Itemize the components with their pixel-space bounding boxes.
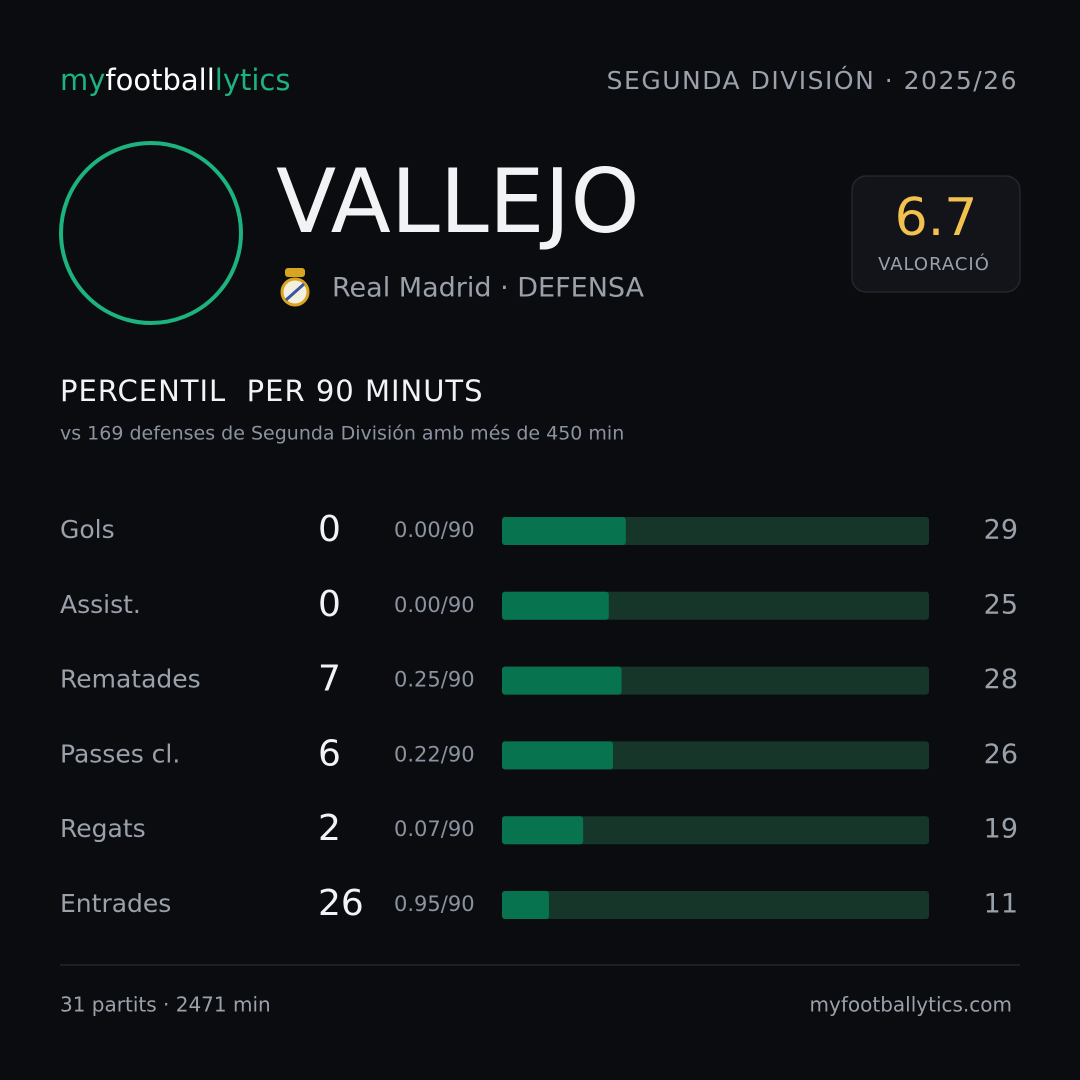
percentile-value: 26 bbox=[984, 739, 1018, 770]
percentile-bar bbox=[502, 517, 626, 545]
stat-per90: 0.25/90 bbox=[394, 668, 475, 692]
rating-label: VALORACIÓ bbox=[878, 253, 990, 275]
rating: 6.7 bbox=[895, 188, 978, 248]
bar-track bbox=[502, 891, 929, 919]
footer-left: 31 partits · 2471 min bbox=[60, 993, 271, 1017]
percentile-bar bbox=[502, 891, 549, 919]
player-name: VALLEJO bbox=[276, 150, 640, 253]
stat-per90: 0.95/90 bbox=[394, 892, 475, 916]
stat-label: Regats bbox=[60, 814, 146, 843]
team-position: Real Madrid · DEFENSA bbox=[332, 273, 645, 304]
stat-per90: 0.07/90 bbox=[394, 817, 475, 841]
percentile-value: 25 bbox=[984, 589, 1018, 620]
stat-total: 2 bbox=[318, 808, 341, 849]
stat-total: 0 bbox=[318, 509, 341, 550]
brand-part: my bbox=[60, 63, 105, 97]
percentile-bar bbox=[502, 591, 609, 620]
competition: SEGUNDA DIVISIÓN · 2025/26 bbox=[607, 65, 1018, 95]
brand-part: football bbox=[105, 63, 214, 97]
brand: myfootballlytics bbox=[60, 63, 290, 97]
stat-label: Passes cl. bbox=[60, 739, 180, 768]
stat-per90: 0.00/90 bbox=[394, 518, 475, 542]
section-subtitle: vs 169 defenses de Segunda División amb … bbox=[60, 423, 624, 445]
stat-label: Assist. bbox=[60, 590, 141, 619]
stat-label: Rematades bbox=[60, 665, 201, 694]
stat-per90: 0.22/90 bbox=[394, 742, 475, 766]
bar-track bbox=[502, 816, 929, 845]
stat-label: Gols bbox=[60, 515, 115, 544]
stat-label: Entrades bbox=[60, 889, 171, 918]
percentile-bar bbox=[502, 816, 584, 845]
stat-total: 26 bbox=[318, 883, 364, 924]
brand-part: lytics bbox=[215, 63, 291, 97]
stat-total: 0 bbox=[318, 584, 341, 625]
percentile-value: 19 bbox=[984, 814, 1018, 845]
stat-total: 6 bbox=[318, 733, 341, 774]
stat-per90: 0.00/90 bbox=[394, 593, 475, 617]
rating-box bbox=[851, 175, 1021, 293]
crest bbox=[280, 268, 310, 307]
stat-total: 7 bbox=[318, 659, 341, 700]
footer-right: myfootballytics.com bbox=[810, 993, 1012, 1017]
section-title: PERCENTIL PER 90 MINUTS bbox=[60, 374, 484, 408]
percentile-value: 29 bbox=[984, 515, 1018, 546]
percentile-bar bbox=[502, 741, 614, 770]
percentile-bar bbox=[502, 666, 622, 695]
avatar-ring bbox=[59, 141, 243, 325]
percentile-value: 11 bbox=[984, 889, 1018, 920]
percentile-value: 28 bbox=[984, 664, 1018, 695]
